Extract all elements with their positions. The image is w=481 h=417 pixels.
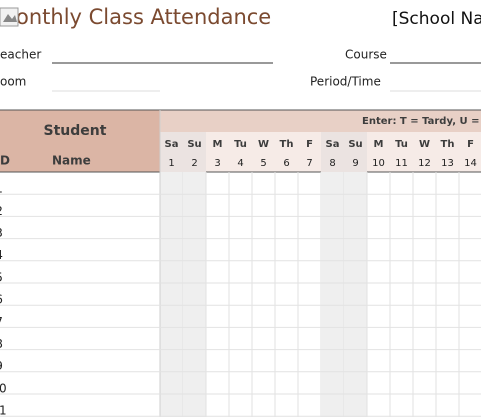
date-label: 2 bbox=[191, 158, 197, 169]
grid: Sa1Su2M3Tu4W5Th6F7Sa8Su9M10Tu11W12Th13F1… bbox=[0, 110, 481, 417]
weekend-header bbox=[321, 132, 344, 172]
day-label: M bbox=[213, 139, 223, 150]
date-label: 6 bbox=[283, 158, 289, 169]
weekend-column bbox=[344, 172, 367, 417]
day-label: Sa bbox=[326, 139, 340, 150]
instructions-header bbox=[160, 110, 481, 132]
row-number: 5 bbox=[0, 270, 3, 284]
weekend-header bbox=[183, 132, 206, 172]
weekend-header bbox=[160, 132, 183, 172]
day-label: Th bbox=[441, 139, 455, 150]
row-number: 2 bbox=[0, 204, 3, 218]
image-icon bbox=[0, 7, 19, 27]
date-label: 3 bbox=[214, 158, 220, 169]
student-label: Student bbox=[44, 123, 107, 139]
weekend-column bbox=[183, 172, 206, 417]
weekend-header bbox=[344, 132, 367, 172]
date-label: 5 bbox=[260, 158, 266, 169]
day-label: M bbox=[374, 139, 384, 150]
date-label: 11 bbox=[395, 158, 408, 169]
date-label: 10 bbox=[372, 158, 385, 169]
day-label: W bbox=[419, 139, 430, 150]
date-label: 1 bbox=[168, 158, 174, 169]
name-label: Name bbox=[52, 154, 91, 168]
row-number: 6 bbox=[0, 293, 3, 307]
date-label: 9 bbox=[352, 158, 358, 169]
day-label: W bbox=[258, 139, 269, 150]
row-number: 9 bbox=[0, 359, 3, 373]
weekend-column bbox=[321, 172, 344, 417]
field-label: Course bbox=[345, 48, 387, 62]
row-number: 10 bbox=[0, 381, 7, 395]
date-label: 4 bbox=[237, 158, 243, 169]
row-number: 11 bbox=[0, 404, 7, 417]
date-label: 14 bbox=[464, 158, 477, 169]
day-label: Tu bbox=[234, 139, 247, 150]
day-label: Tu bbox=[395, 139, 408, 150]
day-label: Su bbox=[348, 139, 362, 150]
date-label: 12 bbox=[418, 158, 431, 169]
day-label: Th bbox=[280, 139, 294, 150]
day-label: Sa bbox=[165, 139, 179, 150]
row-number: 1 bbox=[0, 182, 3, 196]
row-number: 3 bbox=[0, 226, 3, 240]
days-header bbox=[160, 132, 481, 172]
school-name: [School Na bbox=[392, 9, 481, 29]
row-number: 8 bbox=[0, 337, 3, 351]
date-label: 7 bbox=[306, 158, 312, 169]
field-label: eacher bbox=[0, 48, 41, 62]
date-label: 8 bbox=[329, 158, 335, 169]
day-label: Su bbox=[187, 139, 201, 150]
instructions: Enter: T = Tardy, U = Ur bbox=[362, 116, 481, 127]
id-label: D bbox=[0, 154, 10, 168]
field-label: Period/Time bbox=[310, 75, 381, 89]
day-label: F bbox=[467, 139, 474, 150]
field-label: oom bbox=[0, 75, 26, 89]
sheet-title: onthly Class Attendance bbox=[16, 5, 271, 29]
date-label: 13 bbox=[441, 158, 454, 169]
row-number: 4 bbox=[0, 248, 3, 262]
student-header bbox=[0, 110, 160, 172]
day-label: F bbox=[306, 139, 313, 150]
weekend-column bbox=[160, 172, 183, 417]
row-number: 7 bbox=[0, 315, 3, 329]
